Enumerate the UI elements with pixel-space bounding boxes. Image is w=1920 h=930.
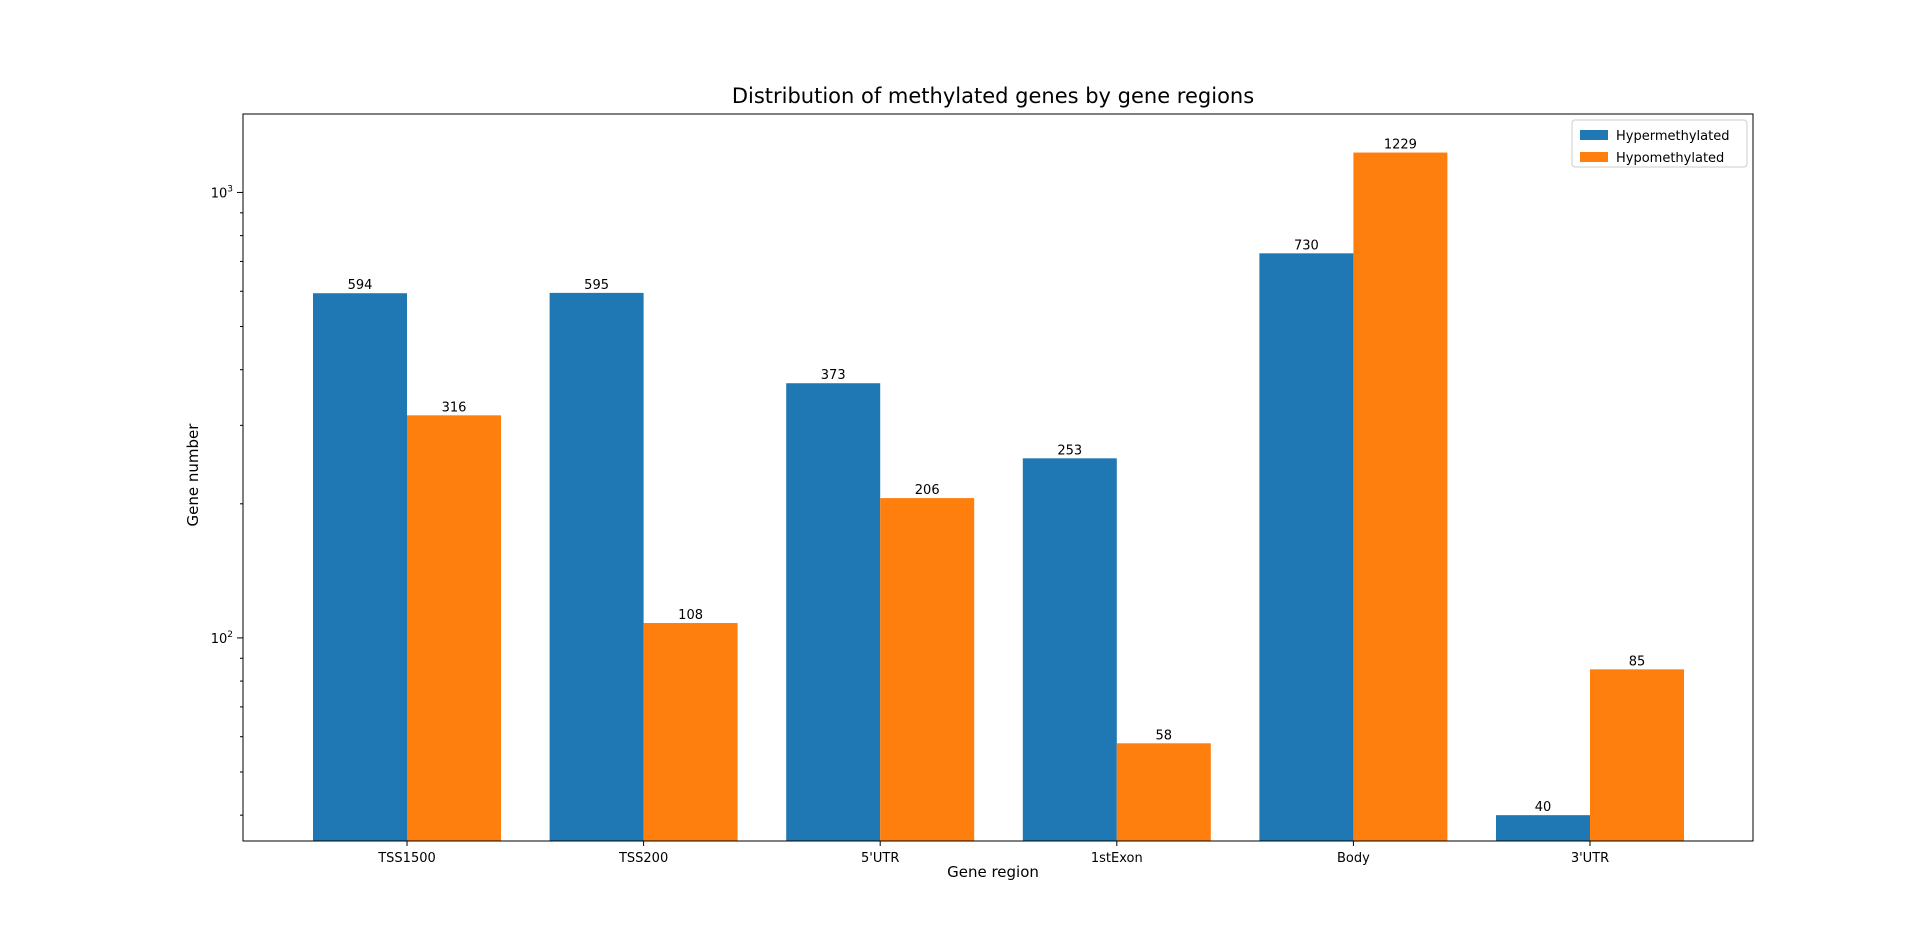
bar-hypo-0	[407, 415, 501, 841]
legend-swatch-1	[1580, 152, 1608, 162]
bar-hyper-1	[549, 292, 644, 841]
data-label-hyper-1: 595	[584, 278, 609, 293]
data-label-hyper-0: 594	[348, 278, 373, 293]
data-label-hypo-3: 58	[1156, 728, 1173, 743]
bars	[313, 152, 1684, 841]
bar-hypo-2	[880, 498, 975, 841]
chart-title: Distribution of methylated genes by gene…	[732, 84, 1254, 108]
bar-hypo-4	[1353, 152, 1448, 841]
x-tick-label-3: 1stExon	[1091, 851, 1143, 866]
legend-box	[1571, 119, 1748, 168]
data-label-hyper-5: 40	[1535, 800, 1552, 815]
bar-hyper-3	[1022, 458, 1117, 841]
data-label-hypo-1: 108	[678, 608, 703, 623]
data-label-hyper-3: 253	[1057, 443, 1082, 458]
data-label-hyper-4: 730	[1294, 238, 1319, 253]
x-axis: TSS1500 TSS200 5'UTR 1stExon Body 3'UTR	[377, 841, 1609, 866]
legend: Hypermethylated Hypomethylated	[1571, 119, 1748, 168]
bar-hyper-4	[1259, 253, 1354, 841]
plot-frame	[242, 113, 1754, 842]
x-tick-label-1: TSS200	[618, 851, 668, 866]
data-labels: 594 595 373 253 730 40 316 108 206 58 1229 85	[348, 138, 1646, 816]
x-tick-label-4: Body	[1337, 851, 1370, 866]
y-axis-label: Gene number	[184, 423, 202, 527]
data-label-hypo-2: 206	[915, 483, 940, 498]
bar-hyper-5	[1496, 815, 1590, 841]
legend-swatch-0	[1580, 130, 1608, 140]
y-tick-label-1: 103	[211, 184, 233, 201]
x-axis-label: Gene region	[947, 863, 1039, 881]
data-label-hypo-5: 85	[1629, 654, 1646, 669]
y-tick-label-0: 102	[211, 630, 233, 647]
bar-hypo-5	[1590, 669, 1684, 841]
bar-hyper-2	[786, 383, 881, 841]
x-tick-label-2: 5'UTR	[861, 851, 899, 866]
legend-label-1: Hypomethylated	[1616, 151, 1724, 166]
bar-hypo-3	[1116, 743, 1211, 841]
data-label-hypo-4: 1229	[1384, 138, 1417, 153]
x-tick-label-0: TSS1500	[377, 851, 436, 866]
x-tick-label-5: 3'UTR	[1571, 851, 1609, 866]
data-label-hypo-0: 316	[442, 400, 467, 415]
bar-hyper-0	[313, 293, 407, 841]
legend-label-0: Hypermethylated	[1616, 129, 1729, 144]
data-label-hyper-2: 373	[821, 368, 846, 383]
bar-hypo-1	[643, 623, 738, 841]
y-axis: 102 103	[211, 184, 243, 816]
